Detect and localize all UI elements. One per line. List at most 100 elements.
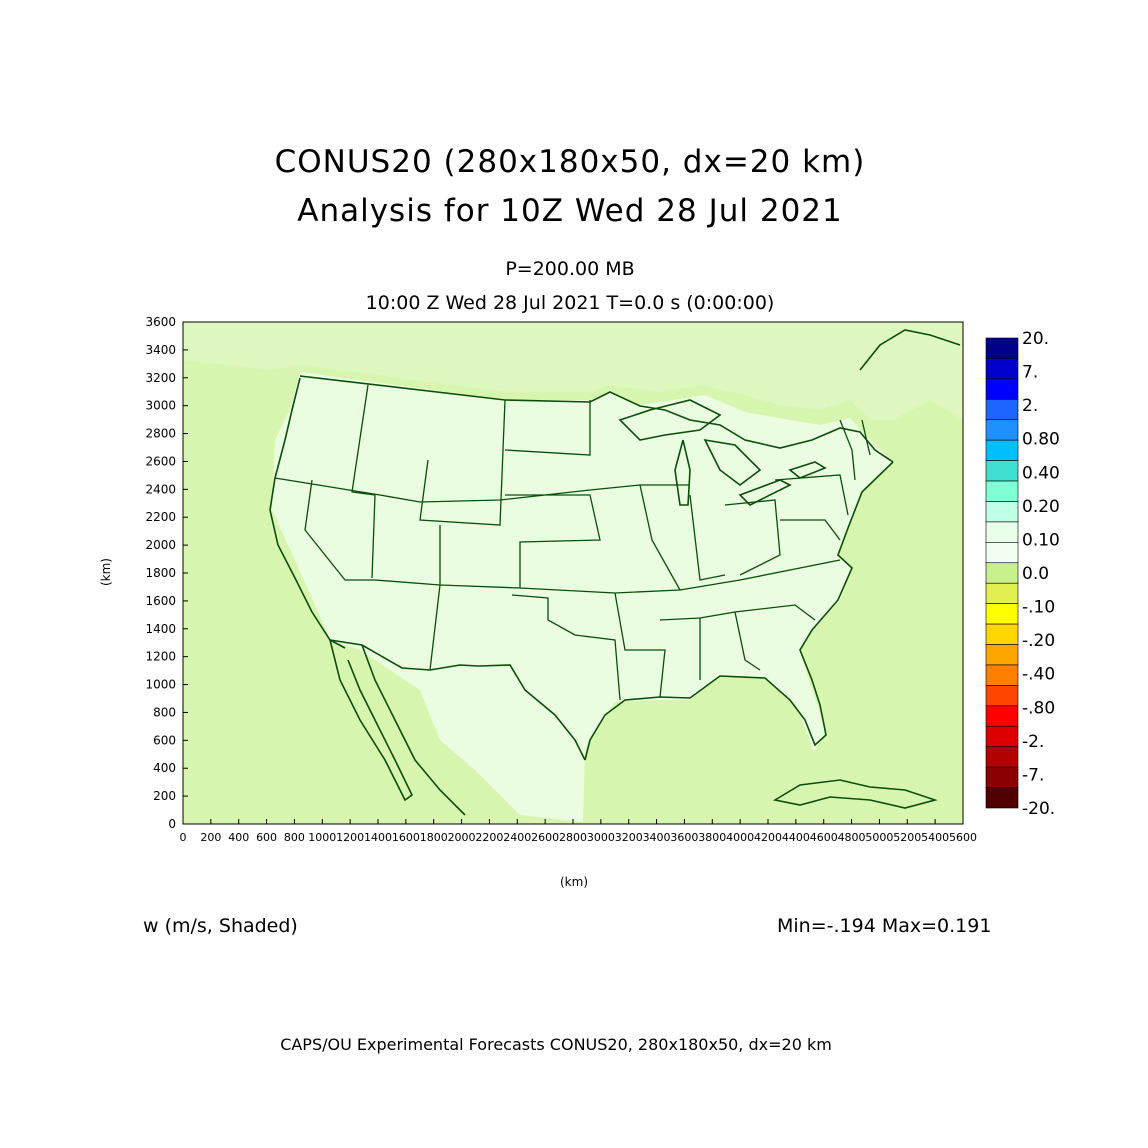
colorbar-swatch (985, 725, 1019, 747)
colorbar-label: 20. (1022, 329, 1049, 349)
x-tick-label: 3600 (670, 831, 698, 844)
min-max-label: Min=-.194 Max=0.191 (777, 915, 992, 937)
colorbar-swatch (985, 501, 1019, 523)
colorbar-label: 0.20 (1022, 497, 1060, 517)
canada-landmass (183, 322, 963, 420)
baja-california (329, 639, 414, 802)
gulf-coast (584, 461, 894, 761)
x-tick-label: 1600 (392, 831, 420, 844)
x-tick-label: 5400 (921, 831, 949, 844)
us-mexico-border (329, 639, 586, 761)
x-tick-label: 1800 (420, 831, 448, 844)
x-tick-label: 3200 (615, 831, 643, 844)
colorbar-swatch (985, 644, 1019, 666)
x-tick-label: 4400 (782, 831, 810, 844)
colorbar-swatch (985, 562, 1019, 584)
y-tick-label: 2400 (145, 482, 176, 496)
x-tick-label: 2600 (531, 831, 559, 844)
y-tick-label: 400 (153, 761, 176, 775)
colorbar-swatch (985, 603, 1019, 625)
west-coast (269, 377, 346, 649)
colorbar-swatch (985, 521, 1019, 543)
colorbar-swatch (985, 358, 1019, 380)
footer-credit: CAPS/OU Experimental Forecasts CONUS20, … (280, 1035, 832, 1054)
x-tick-label: 5200 (893, 831, 921, 844)
colorbar-swatch (985, 542, 1019, 564)
x-tick-label: 200 (200, 831, 221, 844)
y-tick-label: 0 (168, 817, 176, 831)
y-tick-label: 1000 (145, 678, 176, 692)
map-title-line1: CONUS20 (280x180x50, dx=20 km) (274, 144, 866, 180)
colorbar-swatch (985, 685, 1019, 707)
y-tick-label: 200 (153, 789, 176, 803)
colorbar-label: -.40 (1022, 665, 1055, 685)
colorbar-label: -.10 (1022, 598, 1055, 618)
colorbar-swatch (985, 460, 1019, 482)
colorbar-label: 2. (1022, 396, 1038, 416)
x-tick-label: 600 (256, 831, 277, 844)
x-axis: 0 200 400 600 800 1000 1200 1400 1600 1800 2000 220… (180, 819, 977, 844)
x-tick-label: 1400 (364, 831, 392, 844)
x-tick-label: 4200 (754, 831, 782, 844)
colorbar-swatch (985, 582, 1019, 604)
cuba (772, 779, 938, 809)
colorbar-swatch (985, 664, 1019, 686)
x-tick-label: 5600 (949, 831, 977, 844)
x-tick-label: 1200 (336, 831, 364, 844)
political-boundaries (269, 329, 961, 816)
colorbar-swatch (985, 705, 1019, 727)
colorbar-label: 0.0 (1022, 564, 1049, 584)
x-tick-label: 3000 (587, 831, 615, 844)
colorbar-swatch (985, 378, 1019, 400)
x-tick-label: 4600 (810, 831, 838, 844)
y-tick-label: 1200 (145, 650, 176, 664)
valid-time-label: 10:00 Z Wed 28 Jul 2021 T=0.0 s (0:00:00… (365, 292, 775, 314)
x-tick-label: 5000 (865, 831, 893, 844)
variable-label: w (m/s, Shaded) (143, 915, 298, 937)
y-axis: 0 200 400 600 800 1000 1200 1400 1600 1800 2000 220… (145, 315, 188, 831)
colorbar-label: -7. (1022, 765, 1044, 785)
colorbar-label: 7. (1022, 363, 1038, 383)
y-tick-label: 3000 (145, 399, 176, 413)
colorbar-swatch (985, 787, 1019, 809)
x-tick-label: 4000 (726, 831, 754, 844)
colorbar-label: -.20 (1022, 631, 1055, 651)
lake-superior (618, 399, 722, 441)
state-lines (274, 384, 871, 701)
y-tick-label: 2200 (145, 510, 176, 524)
colorbar-swatch (985, 623, 1019, 645)
colorbar-label: 0.10 (1022, 530, 1060, 550)
y-tick-label: 3600 (145, 315, 176, 329)
colorbar-swatch (985, 746, 1019, 768)
colorbar-swatch (985, 480, 1019, 502)
y-tick-label: 2800 (145, 427, 176, 441)
colorbar-label: -20. (1022, 799, 1055, 819)
y-tick-label: 1800 (145, 566, 176, 580)
colorbar-swatch (985, 439, 1019, 461)
x-tick-label: 400 (228, 831, 249, 844)
lake-huron (703, 438, 762, 486)
y-tick-label: 1600 (145, 594, 176, 608)
colorbar: 20. 7. 2. 0.80 0.40 0.20 0.10 0.0 -.10 -.20 -.40 -.… (985, 329, 1060, 819)
x-tick-label: 2000 (448, 831, 476, 844)
colorbar-swatch (985, 766, 1019, 788)
lake-michigan (674, 439, 691, 506)
x-tick-label: 2200 (475, 831, 503, 844)
y-tick-label: 600 (153, 733, 176, 747)
x-tick-label: 4800 (838, 831, 866, 844)
y-tick-label: 3200 (145, 371, 176, 385)
map-field (183, 322, 963, 824)
y-tick-label: 2000 (145, 538, 176, 552)
us-canada-border (299, 375, 894, 463)
colorbar-label: 0.40 (1022, 463, 1060, 483)
y-axis-unit: (km) (99, 557, 114, 587)
x-tick-label: 0 (180, 831, 187, 844)
colorbar-label: -.80 (1022, 698, 1055, 718)
x-tick-label: 3400 (643, 831, 671, 844)
x-axis-unit: (km) (560, 875, 589, 889)
y-tick-label: 2600 (145, 454, 176, 468)
lake-erie (738, 479, 792, 506)
pressure-level-label: P=200.00 MB (505, 258, 635, 280)
x-tick-label: 2800 (559, 831, 587, 844)
